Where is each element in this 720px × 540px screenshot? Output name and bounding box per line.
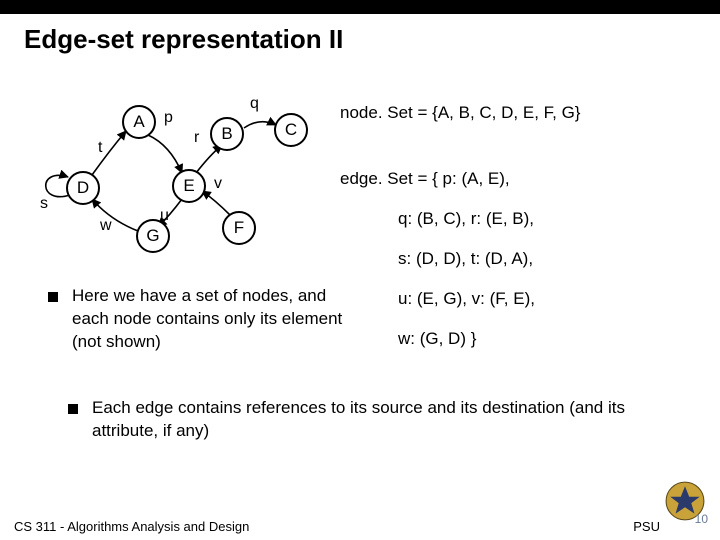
edge-label: r xyxy=(194,129,199,147)
graph-node: E xyxy=(172,169,206,203)
page-title: Edge-set representation II xyxy=(0,14,720,55)
edge-label: p xyxy=(164,109,173,127)
edge-label: w xyxy=(100,217,112,235)
bullet-icon xyxy=(68,404,78,414)
edge-label: s xyxy=(40,195,48,213)
graph-node: B xyxy=(210,117,244,151)
edge-set-line: u: (E, G), v: (F, E), xyxy=(398,285,535,312)
bullet-icon xyxy=(48,292,58,302)
bullet-text: Here we have a set of nodes, and each no… xyxy=(72,285,348,354)
edge-set-line: w: (G, D) } xyxy=(398,325,476,352)
edge-label: u xyxy=(160,207,169,225)
graph-node: D xyxy=(66,171,100,205)
edge-set-line: q: (B, C), r: (E, B), xyxy=(398,205,534,232)
bullet-text: Each edge contains references to its sou… xyxy=(92,397,658,443)
graph-diagram: A B C D E F G p q r t s u v w xyxy=(30,95,310,275)
edge-label: t xyxy=(98,139,102,157)
edge-label: v xyxy=(214,175,222,193)
edge-set-line: s: (D, D), t: (D, A), xyxy=(398,245,533,272)
bullet-item: Here we have a set of nodes, and each no… xyxy=(48,285,348,354)
graph-node: A xyxy=(122,105,156,139)
footer-course: CS 311 - Algorithms Analysis and Design xyxy=(14,519,249,534)
graph-node: F xyxy=(222,211,256,245)
content-area: A B C D E F G p q r t s u v w node. Set … xyxy=(0,55,720,495)
graph-node: C xyxy=(274,113,308,147)
edge-label: q xyxy=(250,95,259,113)
footer-org: PSU xyxy=(633,519,660,534)
edge-set-line: edge. Set = { p: (A, E), xyxy=(340,165,510,192)
node-set-text: node. Set = {A, B, C, D, E, F, G} xyxy=(340,99,580,126)
top-bar xyxy=(0,0,720,14)
footer-bar: CS 311 - Algorithms Analysis and Design … xyxy=(0,512,720,540)
bullet-item: Each edge contains references to its sou… xyxy=(68,397,658,443)
